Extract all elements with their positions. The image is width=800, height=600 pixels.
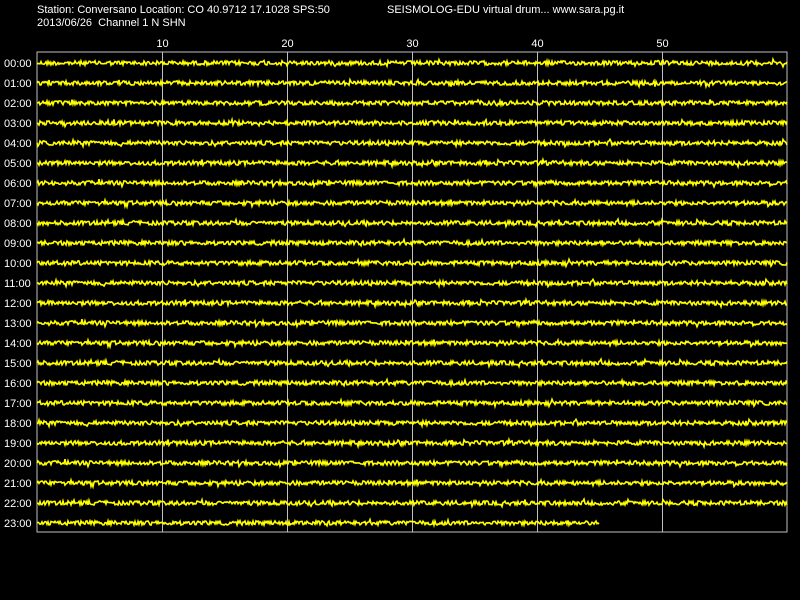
row-time-label: 16:00 xyxy=(4,378,32,390)
seismic-trace xyxy=(36,77,788,90)
row-time-label: 04:00 xyxy=(4,138,32,150)
x-tick-label: 50 xyxy=(656,38,668,50)
seismic-trace xyxy=(36,97,788,108)
seismic-trace xyxy=(36,237,787,249)
row-time-label: 07:00 xyxy=(4,198,32,210)
row-time-label: 17:00 xyxy=(4,398,32,410)
row-time-label: 20:00 xyxy=(4,458,32,470)
row-time-label: 10:00 xyxy=(4,258,32,270)
row-time-label: 21:00 xyxy=(4,478,32,490)
seismic-trace xyxy=(36,337,788,350)
seismic-trace xyxy=(36,156,788,170)
seismic-trace xyxy=(36,436,788,450)
row-time-label: 05:00 xyxy=(4,158,32,170)
row-time-label: 18:00 xyxy=(4,418,32,430)
x-tick-label: 40 xyxy=(531,38,543,50)
row-time-label: 02:00 xyxy=(4,98,32,110)
station-info: Station: Conversano Location: CO 40.9712… xyxy=(37,4,330,16)
row-time-label: 15:00 xyxy=(4,358,32,370)
row-time-label: 06:00 xyxy=(4,178,32,190)
date-channel-info: 2013/06/26 Channel 1 N SHN xyxy=(37,17,186,29)
seismic-trace xyxy=(36,496,788,509)
row-time-label: 22:00 xyxy=(4,498,32,510)
row-time-label: 11:00 xyxy=(4,278,31,290)
seismic-trace xyxy=(36,356,788,369)
row-time-label: 13:00 xyxy=(4,318,32,330)
seismic-trace xyxy=(36,116,788,129)
row-time-label: 09:00 xyxy=(4,238,32,250)
seismic-trace xyxy=(36,178,788,189)
row-time-label: 08:00 xyxy=(4,218,32,230)
seismic-trace xyxy=(36,458,788,469)
row-time-label: 01:00 xyxy=(4,78,32,90)
x-tick-label: 10 xyxy=(156,38,168,50)
product-title: SEISMOLOG-EDU virtual drum... www.sara.p… xyxy=(387,4,625,16)
row-time-label: 23:00 xyxy=(4,518,32,530)
seismic-trace xyxy=(36,137,788,150)
x-tick-label: 30 xyxy=(406,38,418,50)
row-time-label: 03:00 xyxy=(4,118,32,130)
seismic-trace xyxy=(36,216,788,229)
seismic-trace xyxy=(36,256,788,270)
seismic-trace xyxy=(36,318,788,329)
seismic-trace xyxy=(36,417,788,430)
seismic-trace xyxy=(36,296,788,310)
seismic-trace xyxy=(36,517,600,529)
row-time-label: 00:00 xyxy=(4,58,32,70)
seismic-trace xyxy=(36,56,788,69)
seismic-trace xyxy=(36,396,788,410)
seismic-trace xyxy=(36,377,788,389)
row-time-label: 19:00 xyxy=(4,438,32,450)
seismic-trace xyxy=(36,197,788,210)
seismic-trace xyxy=(36,477,788,490)
x-tick-label: 20 xyxy=(281,38,293,50)
row-time-label: 14:00 xyxy=(4,338,32,350)
row-time-label: 12:00 xyxy=(4,298,32,310)
seismic-trace xyxy=(36,277,788,290)
